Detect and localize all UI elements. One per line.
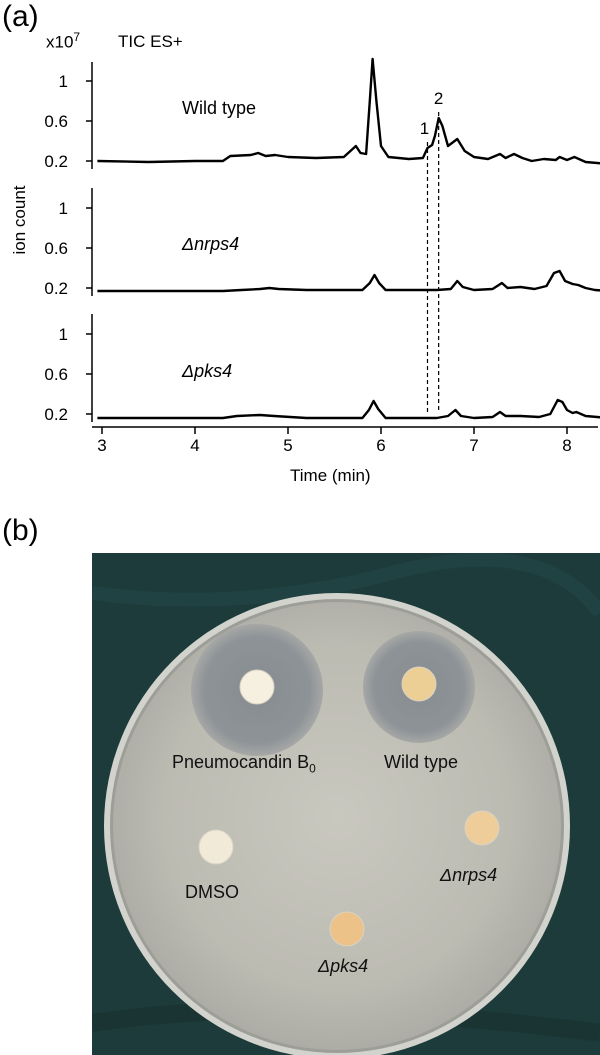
peak-label: 1 bbox=[420, 119, 429, 138]
disc-label-nrps4: Δnrps4 bbox=[440, 865, 498, 885]
trace-name: Δnrps4 bbox=[181, 234, 239, 254]
paper-disc bbox=[464, 810, 500, 846]
paper-disc bbox=[329, 911, 365, 947]
trace-name: Wild type bbox=[182, 98, 256, 118]
y-tick-label: 0.2 bbox=[44, 152, 68, 171]
x-axis-label: Time (min) bbox=[290, 466, 371, 485]
trace-line bbox=[97, 57, 600, 165]
y-tick-label: 0.2 bbox=[44, 279, 68, 298]
trace-line bbox=[97, 398, 600, 420]
disc-label-pks4: Δpks4 bbox=[318, 956, 369, 976]
y-tick-label: 0.6 bbox=[44, 112, 68, 131]
chromatogram: 3 4 5 6 7 8 1 0.6 0.2 1 0.6 0.2 1 0.6 0.2 Wild type Δnr… bbox=[44, 57, 600, 455]
y-tick-label: 0.2 bbox=[44, 405, 68, 424]
panel-b-label: (b) bbox=[2, 514, 39, 547]
trace-name: Δpks4 bbox=[181, 361, 232, 381]
x-tick-label: 3 bbox=[97, 436, 106, 455]
disc-label-dmso: DMSO bbox=[185, 882, 239, 902]
paper-disc bbox=[239, 669, 275, 705]
traces-layer bbox=[97, 57, 600, 420]
y-tick-label: 1 bbox=[59, 325, 68, 344]
trace-line bbox=[97, 269, 600, 293]
peak-label: 2 bbox=[434, 89, 443, 108]
discs-layer bbox=[198, 666, 500, 947]
disc-label-wild-type: Wild type bbox=[384, 752, 459, 772]
panel-a-label: (a) bbox=[2, 0, 39, 33]
x-tick-label: 8 bbox=[562, 436, 571, 455]
x-tick-label: 6 bbox=[376, 436, 385, 455]
x-tick-label: 7 bbox=[469, 436, 478, 455]
disc-label-pneumocandin: Pneumocandin B0 bbox=[172, 752, 316, 776]
x-tick-label: 5 bbox=[283, 436, 292, 455]
scale-factor: x107 bbox=[46, 30, 81, 52]
paper-disc bbox=[198, 829, 234, 865]
paper-disc bbox=[401, 666, 437, 702]
labels-layer: Wild type Δnrps4 Δpks4 12 bbox=[181, 89, 443, 412]
y-tick-label: 1 bbox=[59, 72, 68, 91]
y-tick-label: 0.6 bbox=[44, 239, 68, 258]
tic-label: TIC ES+ bbox=[118, 32, 183, 51]
y-tick-label: 0.6 bbox=[44, 365, 68, 384]
x-tick-label: 4 bbox=[190, 436, 199, 455]
petri-dish-photo bbox=[92, 553, 600, 1055]
y-tick-label: 1 bbox=[59, 199, 68, 218]
axes-layer: 3 4 5 6 7 8 1 0.6 0.2 1 0.6 0.2 1 0.6 0.2 bbox=[44, 62, 598, 455]
